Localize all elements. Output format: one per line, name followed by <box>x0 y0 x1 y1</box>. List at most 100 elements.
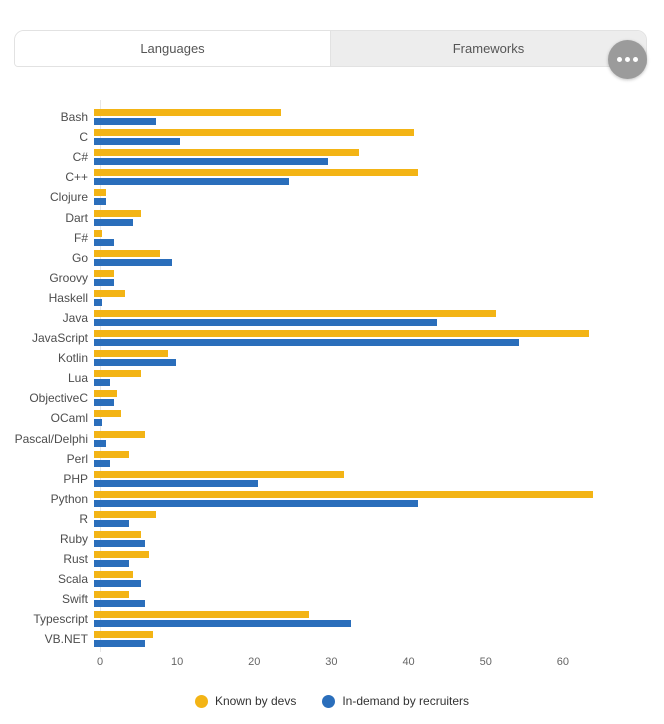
bar-in-demand-by-recruiters <box>94 580 141 588</box>
chart-row: Swift <box>0 589 664 609</box>
bar-in-demand-by-recruiters <box>94 298 102 306</box>
bar-known-by-devs <box>94 189 106 197</box>
bar-in-demand-by-recruiters <box>94 499 418 507</box>
bar-group <box>94 228 640 248</box>
category-label: OCaml <box>50 411 88 426</box>
bar-known-by-devs <box>94 149 360 157</box>
category-label: Haskell <box>48 290 88 305</box>
ellipsis-icon <box>625 57 630 62</box>
bar-in-demand-by-recruiters <box>94 258 172 266</box>
chart-row: C++ <box>0 167 664 187</box>
category-label: Bash <box>60 110 88 125</box>
bar-known-by-devs <box>94 631 153 639</box>
bar-group <box>94 429 640 449</box>
bar-known-by-devs <box>94 209 141 217</box>
category-label: Typescript <box>33 612 88 627</box>
legend-marker-icon <box>322 694 336 708</box>
bar-group <box>94 549 640 569</box>
category-label: JavaScript <box>31 331 88 346</box>
chart-row: Pascal/Delphi <box>0 429 664 449</box>
bar-group <box>94 147 640 167</box>
bar-in-demand-by-recruiters <box>94 339 520 347</box>
bar-group <box>94 489 640 509</box>
category-label: Perl <box>66 451 88 466</box>
bar-known-by-devs <box>94 430 145 438</box>
chart-row: Haskell <box>0 288 664 308</box>
bar-in-demand-by-recruiters <box>94 318 438 326</box>
bar-group <box>94 589 640 609</box>
chart-row: Go <box>0 248 664 268</box>
bar-in-demand-by-recruiters <box>94 158 328 166</box>
bar-in-demand-by-recruiters <box>94 459 110 467</box>
bar-in-demand-by-recruiters <box>94 519 130 527</box>
bar-known-by-devs <box>94 450 130 458</box>
chart-row: ObjectiveC <box>0 388 664 408</box>
bar-in-demand-by-recruiters <box>94 560 130 568</box>
category-label: Pascal/Delphi <box>14 431 88 446</box>
bar-in-demand-by-recruiters <box>94 479 258 487</box>
bar-in-demand-by-recruiters <box>94 359 176 367</box>
bar-group <box>94 207 640 227</box>
category-label: C++ <box>65 170 88 185</box>
bar-group <box>94 469 640 489</box>
category-label: Rust <box>63 552 88 567</box>
category-label: R <box>79 511 88 526</box>
bar-known-by-devs <box>94 531 141 539</box>
bar-group <box>94 328 640 348</box>
x-axis-tick-label: 60 <box>556 656 569 668</box>
bar-known-by-devs <box>94 330 590 338</box>
ellipsis-icon <box>617 57 622 62</box>
category-label: ObjectiveC <box>29 391 88 406</box>
bar-in-demand-by-recruiters <box>94 379 110 387</box>
bar-known-by-devs <box>94 551 149 559</box>
chart-row: Clojure <box>0 187 664 207</box>
chart-row: Bash <box>0 107 664 127</box>
bar-in-demand-by-recruiters <box>94 399 114 407</box>
bar-known-by-devs <box>94 229 102 237</box>
chart-row: C# <box>0 147 664 167</box>
more-options-button[interactable] <box>608 40 647 79</box>
bar-known-by-devs <box>94 309 496 317</box>
x-axis-tick-label: 30 <box>325 656 338 668</box>
bar-in-demand-by-recruiters <box>94 439 106 447</box>
legend-item[interactable]: In-demand by recruiters <box>322 694 469 708</box>
category-label: Ruby <box>59 532 88 547</box>
category-label: Go <box>71 250 88 265</box>
category-label: Dart <box>65 210 88 225</box>
bar-known-by-devs <box>94 490 594 498</box>
chart-row: Python <box>0 489 664 509</box>
bar-in-demand-by-recruiters <box>94 138 180 146</box>
chart-row: JavaScript <box>0 328 664 348</box>
chart-row: Rust <box>0 549 664 569</box>
bar-group <box>94 609 640 629</box>
chart-row: Typescript <box>0 609 664 629</box>
bar-group <box>94 509 640 529</box>
bar-known-by-devs <box>94 109 282 117</box>
bar-in-demand-by-recruiters <box>94 198 106 206</box>
category-label: VB.NET <box>44 632 88 647</box>
chart-row: Groovy <box>0 268 664 288</box>
bar-known-by-devs <box>94 510 157 518</box>
chart-row: VB.NET <box>0 629 664 649</box>
bar-in-demand-by-recruiters <box>94 278 114 286</box>
chart-row: C <box>0 127 664 147</box>
legend-item[interactable]: Known by devs <box>194 694 296 708</box>
category-label: Kotlin <box>57 351 88 366</box>
bar-group <box>94 248 640 268</box>
tab-frameworks[interactable]: Frameworks <box>330 31 646 66</box>
bar-known-by-devs <box>94 289 126 297</box>
bar-group <box>94 368 640 388</box>
bar-group <box>94 127 640 147</box>
bar-known-by-devs <box>94 611 309 619</box>
bar-group <box>94 348 640 368</box>
x-axis-tick-label: 50 <box>479 656 492 668</box>
tab-bar: Languages Frameworks <box>14 30 647 67</box>
tab-languages[interactable]: Languages <box>15 31 330 66</box>
x-axis: 0 10 20 30 40 50 60 <box>97 656 640 670</box>
bar-in-demand-by-recruiters <box>94 640 145 648</box>
bar-group <box>94 388 640 408</box>
bar-group <box>94 107 640 127</box>
chart-row: R <box>0 509 664 529</box>
chart-legend: Known by devs In-demand by recruiters <box>0 694 664 708</box>
bar-in-demand-by-recruiters <box>94 118 157 126</box>
